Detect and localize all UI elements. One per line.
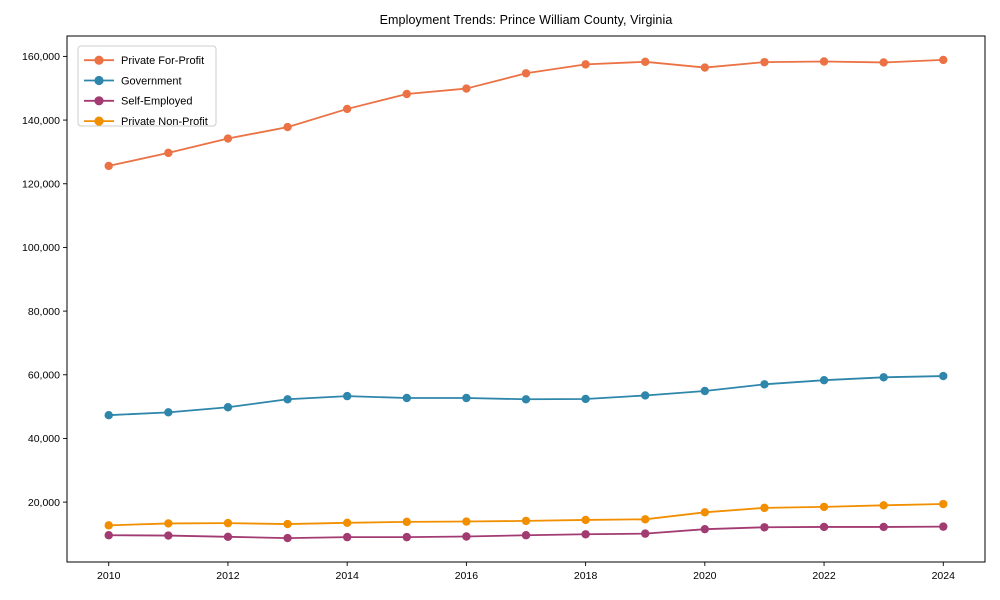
x-tick-label: 2016 — [455, 570, 479, 582]
series-marker-self-employed — [283, 533, 292, 543]
series-marker-self-employed — [939, 522, 948, 531]
series-marker-government — [879, 373, 888, 382]
series-marker-government — [462, 393, 471, 403]
series-marker-self-employed — [164, 531, 173, 540]
y-tick-label: 40,000 — [28, 433, 60, 445]
y-tick-label: 160,000 — [22, 51, 60, 63]
series-marker-private-non-profit — [402, 517, 411, 527]
series-marker-private-non-profit — [283, 519, 292, 529]
series-marker-private-non-profit — [164, 519, 173, 528]
legend-label-self-employed: Self-Employed — [121, 96, 193, 108]
series-marker-self-employed — [462, 532, 471, 541]
series-marker-private-for-profit — [104, 161, 113, 171]
series-marker-private-non-profit — [939, 499, 948, 509]
series-marker-private-for-profit — [342, 104, 352, 114]
x-tick-label: 2022 — [812, 570, 836, 582]
series-marker-government — [581, 394, 590, 404]
series-marker-government — [521, 395, 531, 404]
series-marker-government — [104, 411, 113, 420]
series-marker-government — [164, 408, 173, 417]
series-marker-private-non-profit — [641, 515, 650, 524]
series-marker-private-for-profit — [700, 63, 710, 72]
legend-marker-private-non-profit — [94, 116, 104, 126]
series-marker-self-employed — [819, 522, 829, 532]
x-tick-label: 2018 — [574, 570, 598, 582]
series-marker-private-for-profit — [223, 134, 233, 143]
series-marker-private-for-profit — [581, 60, 590, 69]
chart-title: Employment Trends: Prince William County… — [379, 13, 673, 27]
x-tick-label: 2024 — [932, 570, 956, 582]
series-marker-private-for-profit — [462, 84, 471, 93]
series-marker-self-employed — [581, 530, 590, 539]
series-marker-government — [700, 386, 710, 396]
series-marker-private-non-profit — [342, 518, 352, 528]
series-marker-private-for-profit — [939, 55, 948, 65]
series-marker-self-employed — [104, 531, 113, 540]
series-marker-private-for-profit — [819, 57, 829, 66]
series-marker-private-non-profit — [581, 515, 590, 525]
y-tick-label: 80,000 — [28, 306, 60, 318]
series-marker-self-employed — [223, 532, 233, 542]
series-marker-private-for-profit — [521, 69, 531, 78]
y-tick-label: 140,000 — [22, 115, 60, 127]
series-marker-private-non-profit — [104, 521, 113, 530]
legend-box — [77, 45, 217, 127]
series-marker-government — [939, 371, 948, 381]
series-marker-government — [819, 375, 829, 385]
series-marker-government — [283, 395, 292, 404]
series-marker-private-non-profit — [521, 516, 531, 526]
series-marker-private-non-profit — [879, 501, 888, 510]
series-marker-private-non-profit — [462, 517, 471, 526]
x-tick-label: 2014 — [335, 570, 359, 582]
y-tick-label: 120,000 — [22, 179, 60, 191]
series-marker-government — [342, 391, 352, 401]
series-marker-self-employed — [641, 529, 650, 538]
x-tick-label: 2012 — [216, 570, 240, 582]
y-tick-label: 20,000 — [28, 497, 60, 509]
legend-marker-government — [94, 75, 104, 86]
series-marker-private-non-profit — [700, 508, 710, 517]
series-marker-self-employed — [760, 523, 769, 532]
legend-label-private-for-profit: Private For-Profit — [121, 55, 204, 67]
series-marker-private-for-profit — [641, 57, 650, 67]
series-marker-government — [760, 380, 769, 389]
y-tick-label: 100,000 — [22, 242, 60, 254]
x-tick-label: 2020 — [693, 570, 717, 582]
series-marker-private-for-profit — [402, 89, 411, 99]
series-marker-private-non-profit — [819, 502, 829, 512]
series-marker-government — [223, 403, 233, 412]
series-marker-self-employed — [402, 532, 411, 542]
y-tick-label: 60,000 — [28, 370, 60, 382]
plot-border — [66, 35, 986, 563]
series-marker-self-employed — [342, 532, 352, 542]
series-marker-private-non-profit — [223, 518, 233, 528]
x-tick-label: 2010 — [97, 570, 121, 582]
series-marker-private-for-profit — [164, 148, 173, 158]
series-marker-self-employed — [700, 524, 710, 534]
legend: Private For-Profit Government Self-Employe… — [77, 45, 217, 128]
series-marker-private-for-profit — [283, 122, 292, 132]
series-marker-government — [641, 391, 650, 400]
series-marker-self-employed — [521, 531, 531, 540]
legend-label-private-non-profit: Private Non-Profit — [121, 116, 208, 128]
legend-marker-self-employed — [94, 96, 104, 106]
series-marker-government — [402, 393, 411, 403]
series-marker-self-employed — [879, 522, 888, 532]
legend-marker-private-for-profit — [94, 55, 104, 65]
series-marker-private-for-profit — [760, 57, 769, 67]
series-marker-private-for-profit — [879, 58, 888, 67]
series-marker-private-non-profit — [760, 503, 769, 513]
legend-label-government: Government — [121, 75, 182, 87]
